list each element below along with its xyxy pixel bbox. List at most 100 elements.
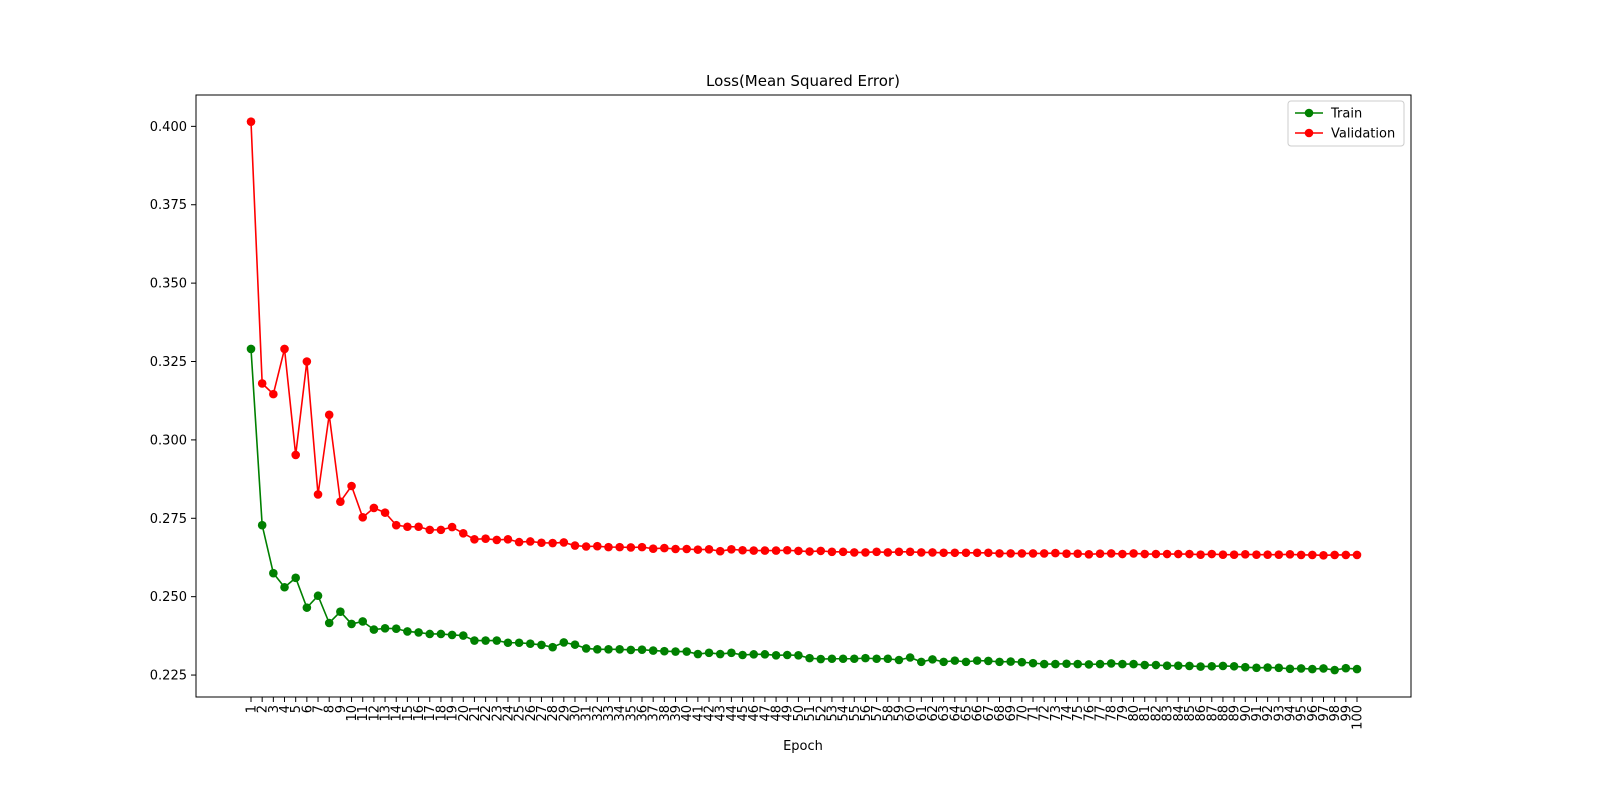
- data-point-validation: [984, 548, 993, 558]
- data-point-train: [950, 656, 960, 665]
- data-point-train: [1106, 659, 1116, 668]
- data-point-validation: [525, 537, 535, 546]
- data-point-validation: [280, 344, 289, 354]
- data-point-validation: [1196, 550, 1205, 559]
- x-tick-label: 50: [792, 705, 807, 722]
- series-line-validation: [250, 121, 1357, 557]
- data-point-train: [760, 650, 770, 659]
- data-point-validation: [1319, 550, 1328, 560]
- x-tick-label: 43: [714, 705, 729, 722]
- y-tick-label: 0.325: [150, 355, 187, 370]
- data-point-validation: [939, 548, 948, 558]
- data-point-validation: [1229, 550, 1239, 559]
- x-tick-label: 90: [1239, 705, 1254, 722]
- data-point-train: [738, 650, 747, 660]
- x-tick-label: 35: [624, 705, 639, 722]
- series-line-train: [250, 348, 1358, 671]
- x-tick-label: 94: [1283, 705, 1298, 722]
- data-point-train: [425, 629, 435, 639]
- data-point-train: [369, 625, 379, 634]
- y-tick-label: 0.375: [150, 198, 187, 213]
- x-tick-label: 96: [1306, 705, 1321, 722]
- data-point-train: [1140, 660, 1150, 670]
- x-axis: 1234567891011121314151617181920212223242…: [245, 697, 1366, 730]
- data-point-validation: [313, 490, 323, 499]
- data-point-validation: [403, 522, 412, 532]
- data-point-validation: [1285, 550, 1295, 559]
- data-point-validation: [302, 357, 312, 366]
- y-tick-label: 0.350: [150, 277, 187, 292]
- data-point-train: [1006, 657, 1015, 666]
- x-tick-label: 89: [1228, 705, 1243, 722]
- x-tick-label: 9: [334, 705, 349, 713]
- data-point-validation: [1341, 550, 1351, 560]
- data-point-train: [693, 649, 703, 659]
- data-point-validation: [1028, 549, 1038, 558]
- data-point-validation: [492, 535, 502, 545]
- data-point-train: [1285, 664, 1295, 674]
- x-tick-label: 79: [1116, 705, 1131, 722]
- data-point-validation: [1039, 549, 1049, 558]
- data-point-validation: [358, 513, 368, 522]
- data-point-train: [280, 582, 289, 592]
- x-tick-label: 62: [926, 705, 941, 722]
- x-tick-label: 22: [479, 705, 494, 722]
- data-point-train: [246, 344, 256, 354]
- x-tick-label: 18: [434, 705, 449, 722]
- data-point-train: [861, 653, 870, 663]
- data-point-train: [347, 619, 356, 629]
- x-tick-label: 63: [937, 705, 952, 722]
- x-tick-label: 56: [859, 705, 874, 722]
- x-tick-label: 7: [312, 705, 327, 713]
- legend-swatch-marker: [1304, 128, 1314, 138]
- data-point-validation: [1330, 550, 1339, 560]
- data-point-train: [291, 573, 300, 583]
- data-point-validation: [872, 547, 881, 557]
- data-point-validation: [972, 548, 982, 558]
- x-tick-label: 61: [915, 705, 930, 722]
- y-tick-label: 0.275: [150, 512, 187, 527]
- x-tick-label: 49: [781, 705, 796, 722]
- data-point-train: [1162, 661, 1172, 670]
- data-point-train: [1341, 663, 1351, 673]
- x-tick-label: 4: [278, 705, 293, 713]
- data-point-validation: [1240, 550, 1250, 559]
- x-tick-label: 48: [770, 705, 785, 722]
- x-tick-label: 58: [881, 705, 896, 722]
- data-point-train: [1118, 659, 1127, 669]
- data-point-train: [313, 591, 323, 601]
- data-point-train: [257, 520, 267, 530]
- x-tick-label: 27: [535, 705, 550, 722]
- data-point-validation: [369, 503, 379, 513]
- x-tick-label: 37: [647, 705, 662, 722]
- x-tick-label: 31: [580, 705, 595, 722]
- data-point-train: [805, 653, 814, 663]
- data-point-validation: [727, 545, 736, 554]
- x-tick-label: 65: [959, 705, 974, 722]
- x-tick-label: 99: [1339, 705, 1354, 722]
- x-tick-label: 69: [1004, 705, 1019, 722]
- data-point-validation: [336, 497, 345, 506]
- x-tick-label: 93: [1272, 705, 1287, 722]
- data-point-validation: [805, 547, 814, 556]
- data-point-validation: [760, 546, 770, 555]
- data-point-train: [503, 638, 513, 648]
- series-validation: [246, 117, 1362, 560]
- data-point-validation: [1296, 550, 1306, 560]
- x-tick-label: 16: [412, 705, 427, 722]
- series-train: [246, 344, 1362, 675]
- data-point-train: [1173, 661, 1183, 670]
- x-tick-label: 25: [513, 705, 528, 722]
- x-tick-label: 80: [1127, 705, 1142, 722]
- data-point-validation: [827, 547, 837, 557]
- data-point-validation: [738, 545, 747, 555]
- x-tick-label: 83: [1161, 705, 1176, 722]
- data-point-validation: [950, 548, 960, 558]
- x-tick-label: 76: [1082, 705, 1097, 722]
- data-point-train: [1308, 664, 1317, 674]
- x-tick-label: 84: [1172, 705, 1187, 722]
- x-tick-label: 85: [1183, 705, 1198, 722]
- data-point-validation: [1162, 549, 1172, 559]
- data-point-train: [1207, 661, 1217, 671]
